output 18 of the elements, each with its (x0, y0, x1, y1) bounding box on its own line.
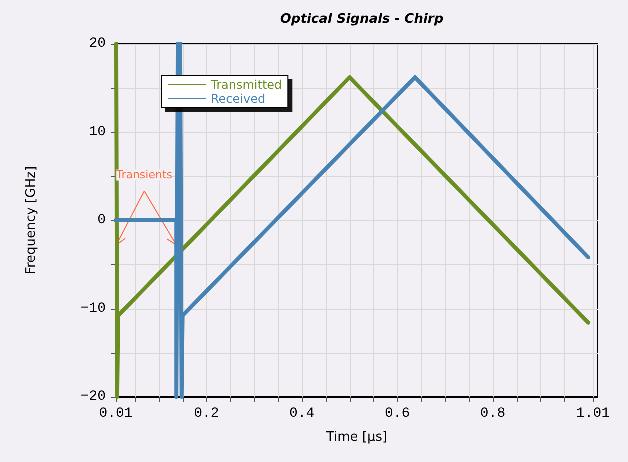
chart-title: Optical Signals - Chirp (280, 12, 444, 27)
y-tick-label: 10 (89, 124, 106, 140)
y-tick-label: −10 (80, 300, 106, 317)
y-tick-label: −20 (80, 389, 106, 405)
line-series (114, 42, 590, 399)
x-axis-title: Time [µs] (325, 430, 388, 445)
x-tick-label: 0.6 (384, 406, 410, 422)
annotation: Transients (116, 168, 173, 182)
y-axis-title: Frequency [GHz] (24, 166, 39, 275)
x-tick-label: 0.4 (290, 406, 315, 422)
x-tick-label: 1.01 (576, 406, 610, 422)
y-tick-label: 0 (98, 212, 106, 228)
x-tick-label: 0.01 (99, 406, 133, 422)
legend-label: Received (211, 92, 266, 106)
x-tick-label: 0.2 (194, 406, 220, 422)
y-tick-label: 20 (89, 36, 106, 52)
x-tick-label: 0.8 (480, 406, 506, 422)
legend-label: Transmitted (210, 78, 282, 92)
